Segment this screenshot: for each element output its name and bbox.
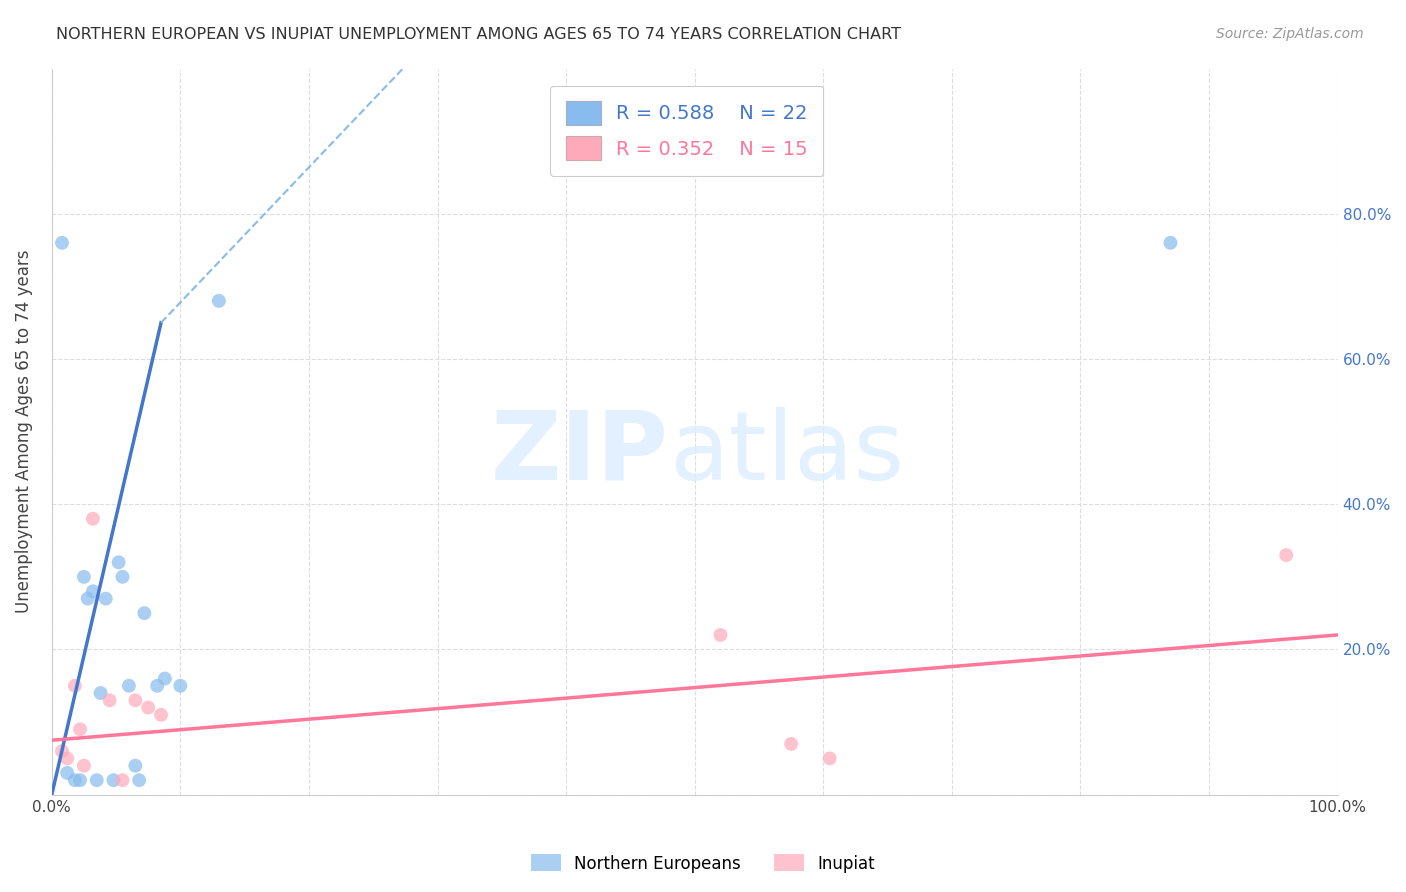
Point	[76, 591, 98, 606]
Point	[63, 773, 86, 788]
Legend: R = 0.588    N = 22, R = 0.352    N = 15: R = 0.588 N = 22, R = 0.352 N = 15	[550, 86, 824, 176]
Point	[169, 679, 191, 693]
Point	[63, 679, 86, 693]
Point	[90, 686, 112, 700]
Text: atlas: atlas	[669, 407, 904, 500]
Point	[86, 773, 108, 788]
Point	[134, 606, 156, 620]
Point	[136, 700, 159, 714]
Point	[103, 773, 125, 788]
Point	[56, 751, 79, 765]
Point	[150, 707, 173, 722]
Point	[94, 591, 117, 606]
Point	[73, 570, 96, 584]
Point	[780, 737, 803, 751]
Point	[51, 744, 73, 758]
Point	[818, 751, 841, 765]
Point	[124, 758, 146, 772]
Point	[1275, 548, 1298, 562]
Point	[73, 758, 96, 772]
Point	[107, 555, 129, 569]
Point	[153, 672, 176, 686]
Text: NORTHERN EUROPEAN VS INUPIAT UNEMPLOYMENT AMONG AGES 65 TO 74 YEARS CORRELATION : NORTHERN EUROPEAN VS INUPIAT UNEMPLOYMEN…	[56, 27, 901, 42]
Point	[1159, 235, 1181, 250]
Point	[69, 723, 91, 737]
Point	[51, 235, 73, 250]
Point	[111, 570, 134, 584]
Text: Source: ZipAtlas.com: Source: ZipAtlas.com	[1216, 27, 1364, 41]
Point	[111, 773, 134, 788]
Y-axis label: Unemployment Among Ages 65 to 74 years: Unemployment Among Ages 65 to 74 years	[15, 250, 32, 614]
Point	[56, 765, 79, 780]
Point	[128, 773, 150, 788]
Point	[69, 773, 91, 788]
Legend: Northern Europeans, Inupiat: Northern Europeans, Inupiat	[524, 847, 882, 880]
Point	[124, 693, 146, 707]
Point	[709, 628, 731, 642]
Point	[118, 679, 141, 693]
Text: ZIP: ZIP	[491, 407, 669, 500]
Point	[98, 693, 121, 707]
Point	[146, 679, 169, 693]
Point	[82, 584, 104, 599]
Point	[82, 512, 104, 526]
Point	[208, 293, 231, 308]
